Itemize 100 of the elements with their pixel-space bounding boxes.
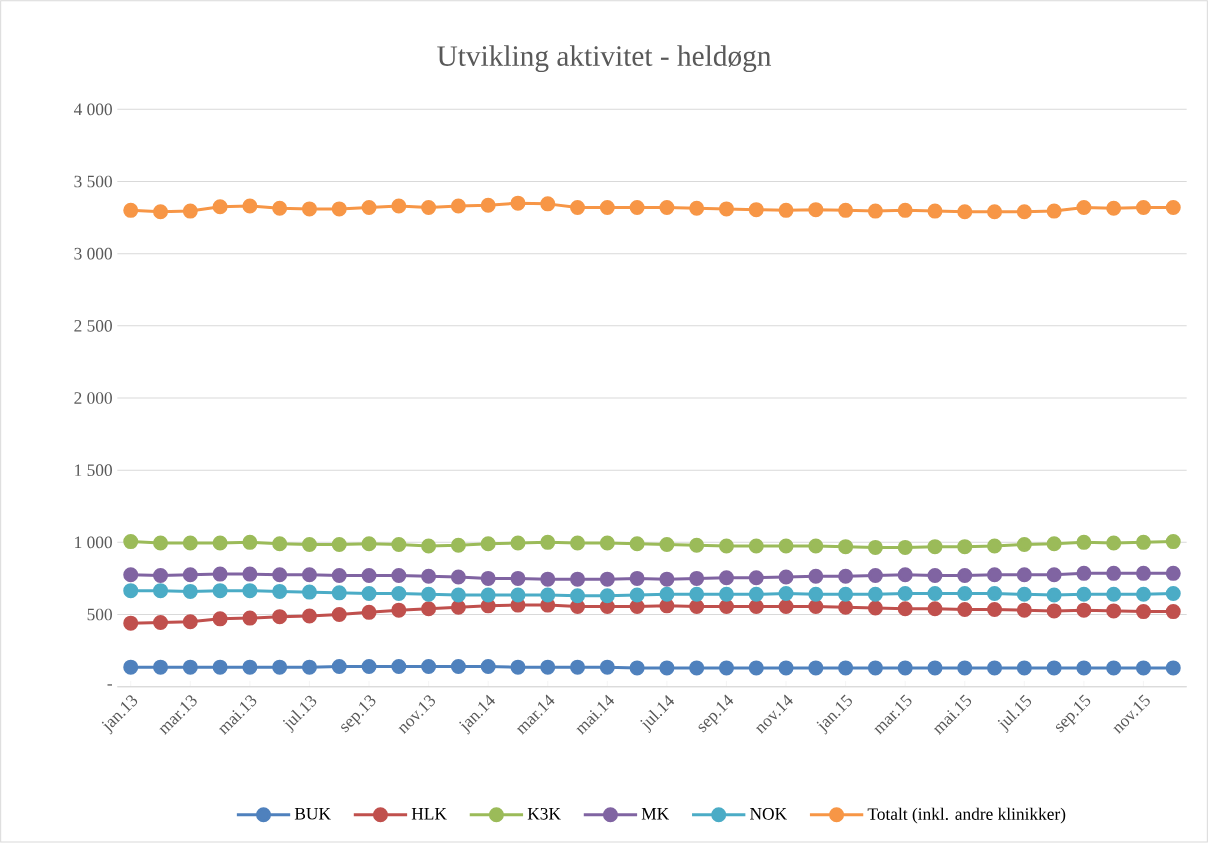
point: [123, 567, 139, 583]
point: [242, 583, 258, 599]
point: [212, 199, 228, 215]
point: [659, 586, 675, 602]
point: [808, 660, 824, 676]
point: [778, 599, 794, 615]
point: [510, 587, 526, 603]
point: [987, 538, 1003, 554]
point: [540, 659, 556, 675]
point: [361, 659, 377, 675]
point: [629, 571, 645, 587]
point: [659, 537, 675, 553]
point: [659, 200, 675, 216]
point: [123, 203, 139, 219]
point: [778, 203, 794, 219]
point: [718, 599, 734, 615]
point: [778, 586, 794, 602]
point: [897, 660, 913, 676]
point: [599, 535, 615, 551]
point: [272, 609, 288, 625]
point: [212, 611, 228, 627]
point: [957, 204, 973, 220]
point: [421, 601, 437, 617]
point: [808, 586, 824, 602]
point: [748, 570, 764, 586]
point: [391, 198, 407, 214]
point: [242, 198, 258, 214]
point: [867, 540, 883, 556]
point: [748, 202, 764, 218]
point: [778, 569, 794, 585]
chart-title: Utvikling aktivitet - heldøgn: [437, 45, 772, 73]
point: [927, 203, 943, 219]
point: [957, 660, 973, 676]
point: [1135, 535, 1151, 550]
point: [301, 537, 317, 553]
point: [450, 599, 466, 615]
point: [510, 571, 526, 587]
point: [540, 571, 556, 587]
point: [778, 538, 794, 554]
point: [689, 537, 705, 553]
point: [1165, 660, 1181, 676]
point: [599, 659, 615, 675]
point: [570, 200, 586, 216]
point: [123, 583, 139, 599]
point: [897, 601, 913, 617]
y-tick-label: 4 000: [73, 103, 112, 116]
point: [689, 586, 705, 602]
legend-label: HLK: [411, 808, 447, 820]
point: [450, 537, 466, 553]
point: [659, 571, 675, 587]
point: [599, 571, 615, 587]
point: [510, 535, 526, 551]
point: [927, 601, 943, 617]
point: [838, 203, 854, 219]
point: [689, 200, 705, 216]
point: [1165, 604, 1181, 620]
point: [808, 599, 824, 615]
legend-label: NOK: [750, 808, 787, 820]
point: [1016, 537, 1032, 553]
point: [718, 586, 734, 602]
point: [331, 537, 347, 553]
point: [987, 204, 1003, 220]
legend-label: Totalt (inkl. andre klinikker): [867, 807, 1066, 824]
point: [629, 587, 645, 603]
point: [361, 536, 377, 552]
point: [718, 538, 734, 554]
point: [1135, 604, 1151, 620]
point: [421, 538, 437, 554]
point: [153, 615, 169, 631]
point: [927, 568, 943, 584]
point: [480, 587, 496, 603]
point: [301, 608, 317, 624]
point: [867, 660, 883, 676]
point: [599, 588, 615, 604]
y-tick-label: 2 500: [74, 320, 112, 332]
point: [838, 660, 854, 676]
point: [510, 659, 526, 675]
y-tick-label: 3 000: [74, 247, 112, 260]
point: [867, 586, 883, 602]
point: [450, 587, 466, 603]
point: [897, 540, 913, 556]
y-tick-label: 500: [87, 608, 112, 621]
point: [1046, 603, 1062, 619]
point: [1106, 200, 1122, 216]
point: [153, 568, 169, 584]
y-tick-label: 1 500: [75, 464, 112, 477]
point: [987, 660, 1003, 676]
point: [1165, 534, 1181, 550]
point: [272, 536, 288, 552]
point: [1016, 567, 1032, 583]
point: [570, 659, 586, 675]
point: [153, 659, 169, 675]
point: [1106, 566, 1122, 582]
point: [718, 201, 734, 217]
point: [1016, 204, 1032, 220]
point: [957, 568, 973, 584]
point: [182, 584, 198, 600]
point: [212, 566, 228, 582]
point: [1046, 536, 1062, 552]
point: [867, 568, 883, 584]
